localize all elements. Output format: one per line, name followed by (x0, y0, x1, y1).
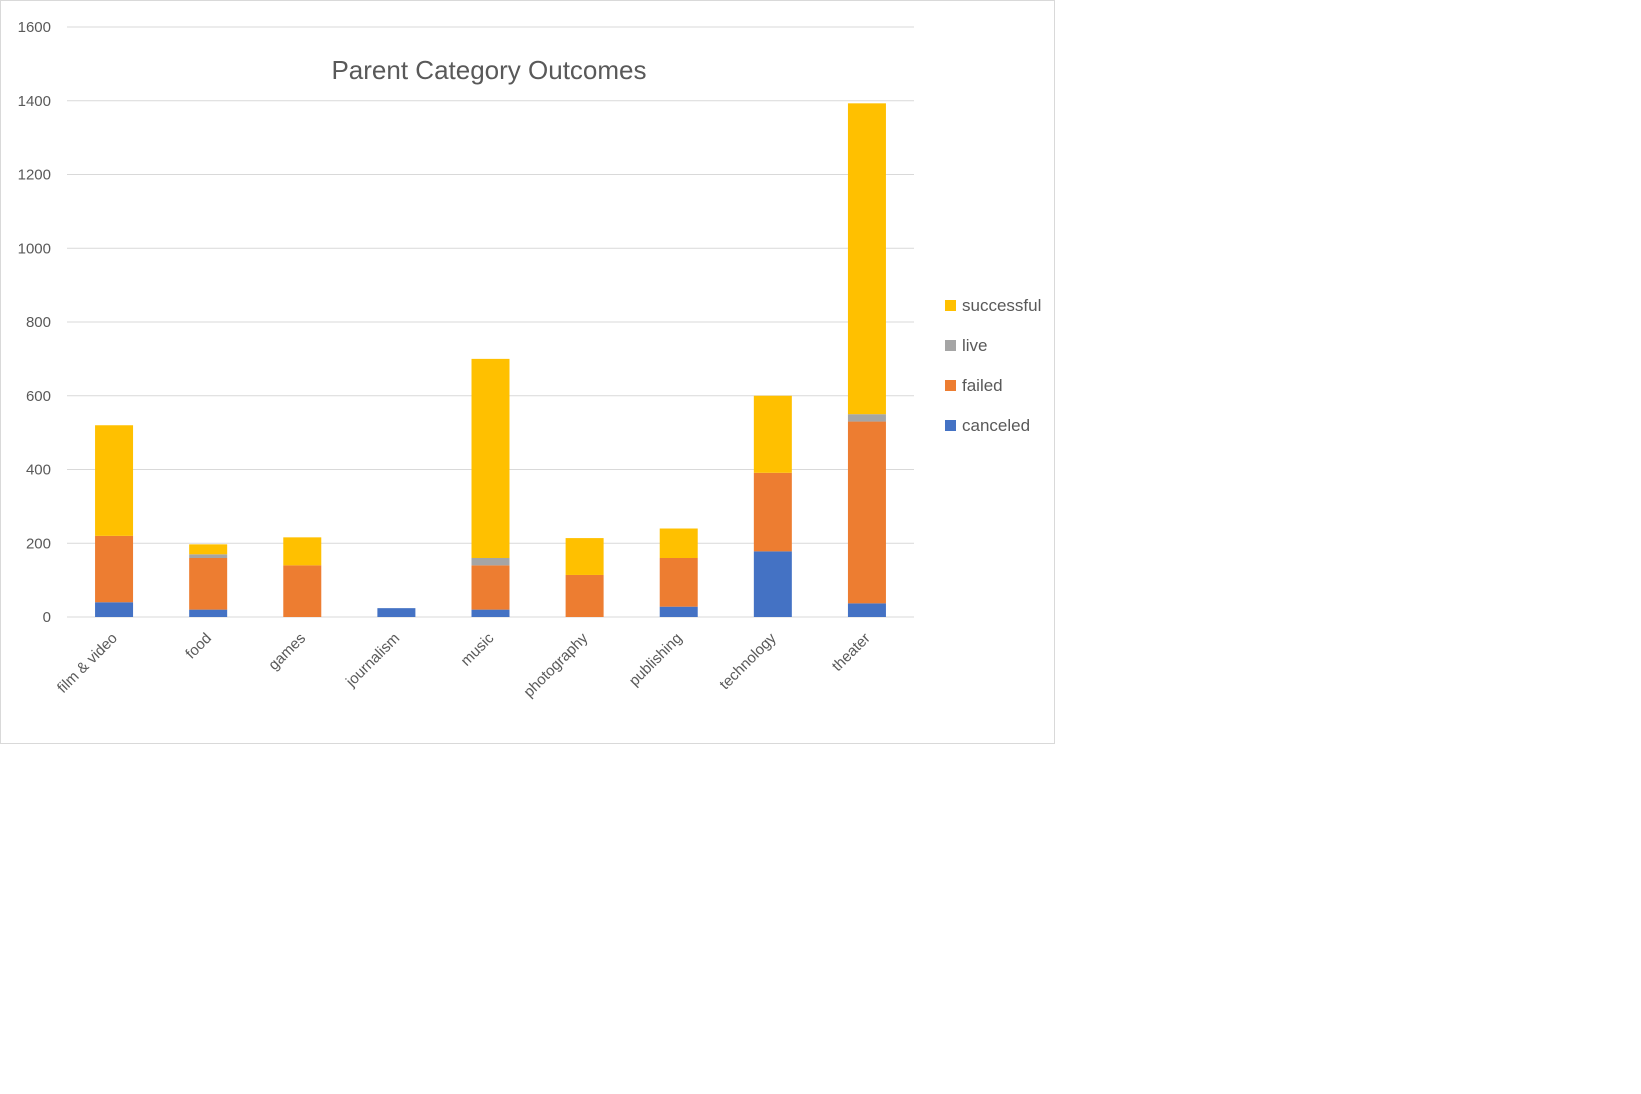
y-axis-ticks: 0 200 400 600 800 1000 1200 1400 1600 (18, 19, 51, 626)
legend-label-canceled: canceled (962, 416, 1030, 435)
bar-failed (847, 421, 886, 604)
legend-swatch-canceled (945, 420, 956, 431)
bar-live (189, 554, 228, 558)
bar-failed (753, 472, 792, 552)
stacked-bar-chart: 0 200 400 600 800 1000 1200 1400 1600 film & vid… (18, 19, 1042, 701)
bar-canceled (377, 608, 416, 617)
gridlines (67, 26, 914, 618)
bar-live (471, 558, 510, 566)
y-tick-label: 1400 (18, 93, 51, 110)
bar-successful (283, 537, 322, 566)
y-tick-label: 800 (26, 314, 51, 331)
y-tick-label: 200 (26, 535, 51, 552)
x-tick-label: games (265, 630, 309, 674)
bar-canceled (95, 602, 134, 617)
x-tick-label: publishing (626, 630, 686, 690)
bar-successful (471, 358, 510, 558)
bar-successful (95, 425, 134, 536)
bar-canceled (189, 609, 228, 617)
legend-swatch-failed (945, 380, 956, 391)
y-tick-label: 400 (26, 462, 51, 479)
x-tick-label: technology (716, 629, 780, 693)
x-tick-label: theater (829, 630, 874, 675)
bar-successful (659, 528, 698, 558)
x-tick-label: photography (520, 629, 591, 700)
bar-successful (565, 538, 604, 575)
legend-swatch-successful (945, 300, 956, 311)
bar-live (847, 414, 886, 422)
bar-failed (565, 574, 604, 617)
y-tick-label: 600 (26, 388, 51, 405)
x-axis-ticks: film & video food games journalism music phot… (54, 629, 874, 700)
bar-failed (659, 558, 698, 607)
bars (95, 103, 886, 617)
bar-canceled (847, 603, 886, 617)
y-tick-label: 1200 (18, 167, 51, 184)
legend-label-failed: failed (962, 376, 1003, 395)
y-tick-label: 1600 (18, 19, 51, 36)
bar-canceled (471, 609, 510, 617)
bar-successful (847, 103, 886, 415)
bar-failed (471, 565, 510, 610)
y-tick-label: 0 (43, 609, 51, 626)
bar-failed (189, 558, 228, 610)
bar-canceled (659, 606, 698, 617)
legend-swatch-live (945, 340, 956, 351)
bar-failed (283, 565, 322, 617)
chart-title: Parent Category Outcomes (331, 55, 646, 85)
bar-successful (189, 544, 228, 555)
legend-label-successful: successful (962, 296, 1041, 315)
x-tick-label: film & video (54, 630, 121, 697)
x-tick-label: food (182, 630, 215, 663)
bar-successful (753, 395, 792, 473)
x-tick-label: music (458, 629, 498, 669)
legend-label-live: live (962, 336, 988, 355)
x-tick-label: journalism (342, 630, 403, 691)
y-tick-label: 1000 (18, 240, 51, 257)
bar-failed (95, 535, 134, 603)
bar-canceled (753, 551, 792, 617)
chart-frame: 0 200 400 600 800 1000 1200 1400 1600 film & vid… (0, 0, 1055, 744)
legend: successful live failed canceled (945, 296, 1041, 435)
